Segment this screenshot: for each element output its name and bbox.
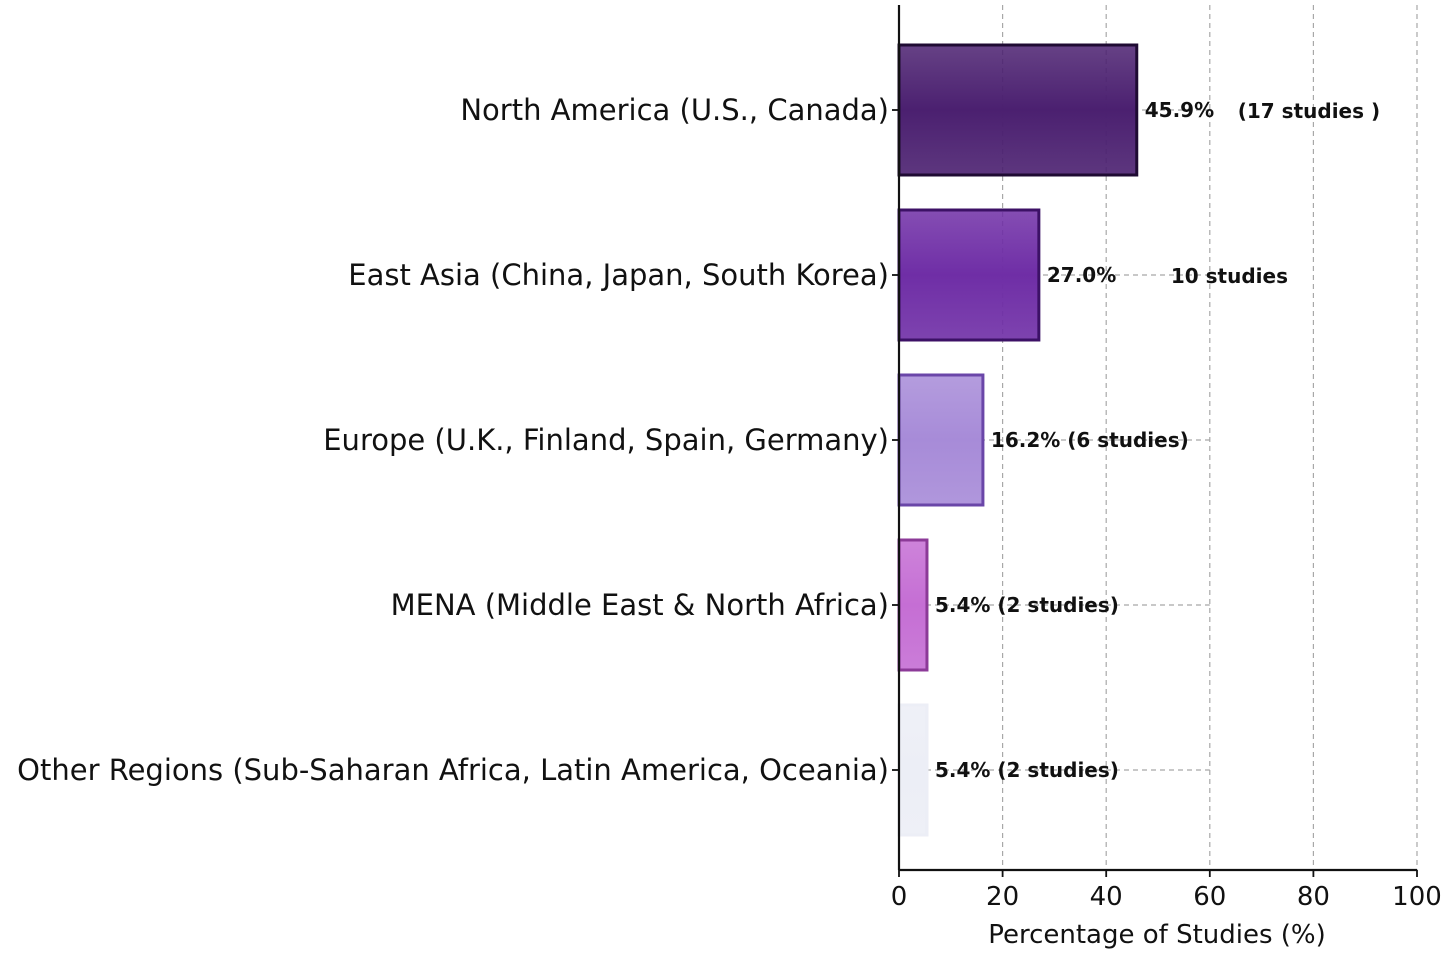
x-ticks: 0 20 40 60 80 100	[891, 109, 1442, 912]
category-label: North America (U.S., Canada)	[460, 93, 889, 127]
value-label: 5.4% (2 studies)	[935, 758, 1119, 782]
bar	[897, 703, 929, 837]
bar	[897, 208, 1041, 342]
x-tick-label: 80	[1297, 882, 1330, 912]
count-label: (17 studies )	[1238, 99, 1380, 123]
x-tick-label: 60	[1193, 882, 1226, 912]
category-label: MENA (Middle East & North Africa)	[391, 588, 889, 622]
value-labels: 45.9% (17 studies ) 27.0% 10 studies 16.2% (…	[935, 98, 1380, 782]
x-tick-label: 100	[1392, 882, 1442, 912]
axes	[897, 5, 1417, 872]
x-tick-label: 20	[986, 882, 1019, 912]
count-label: 10 studies	[1171, 264, 1288, 288]
category-label: Europe (U.K., Finland, Spain, Germany)	[323, 423, 889, 457]
x-tick-label: 40	[1090, 882, 1123, 912]
value-label: 16.2% (6 studies)	[991, 428, 1189, 452]
category-label: Other Regions (Sub-Saharan Africa, Latin…	[17, 753, 889, 787]
category-label: East Asia (China, Japan, South Korea)	[348, 258, 889, 292]
x-tick-label: 0	[891, 882, 908, 912]
bar	[897, 43, 1139, 177]
x-axis-title: Percentage of Studies (%)	[988, 920, 1326, 950]
bar	[897, 373, 985, 507]
bar	[897, 538, 929, 672]
value-label: 27.0%	[1047, 263, 1116, 287]
category-labels: North America (U.S., Canada) East Asia (C…	[17, 93, 889, 787]
value-label: 45.9%	[1145, 98, 1214, 122]
value-label: 5.4% (2 studies)	[935, 593, 1119, 617]
